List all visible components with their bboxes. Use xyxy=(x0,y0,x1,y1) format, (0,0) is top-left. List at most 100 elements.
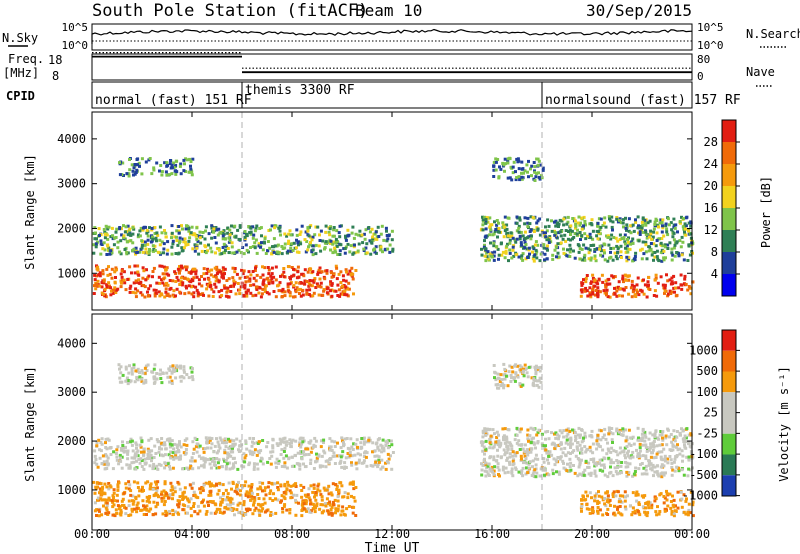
scatter-cell xyxy=(518,234,522,238)
scatter-cell xyxy=(492,254,496,258)
scatter-cell xyxy=(242,269,246,273)
scatter-cell xyxy=(238,276,242,280)
scatter-cell xyxy=(133,454,137,458)
scatter-cell xyxy=(570,229,574,233)
scatter-cell xyxy=(625,259,629,263)
scatter-cell xyxy=(531,216,535,220)
scatter-cell xyxy=(364,246,368,250)
scatter-cell xyxy=(271,245,274,249)
scatter-cell xyxy=(119,459,123,463)
scatter-cell xyxy=(632,229,636,233)
scatter-cell xyxy=(522,171,526,175)
scatter-cell xyxy=(269,489,273,493)
scatter-cell xyxy=(230,245,234,249)
colorbar-tick-label: -25 xyxy=(696,426,718,440)
scatter-cell xyxy=(621,429,625,433)
scatter-cell xyxy=(651,250,655,254)
scatter-cell xyxy=(624,286,628,289)
scatter-cell xyxy=(496,462,500,466)
scatter-cell xyxy=(136,272,140,276)
scatter-cell xyxy=(172,370,176,373)
scatter-cell xyxy=(533,379,537,382)
scatter-cell xyxy=(169,450,173,454)
scatter-cell xyxy=(217,449,220,453)
scatter-cell xyxy=(233,513,236,517)
scatter-cell xyxy=(672,286,676,290)
scatter-cell xyxy=(212,229,216,233)
scatter-cell xyxy=(669,458,673,462)
scatter-cell xyxy=(191,247,195,251)
scatter-cell xyxy=(152,462,156,466)
scatter-cell xyxy=(560,219,564,223)
scatter-cell xyxy=(182,451,186,455)
scatter-cell xyxy=(329,241,332,245)
scatter-cell xyxy=(103,482,107,486)
scatter-cell xyxy=(609,465,612,469)
scatter-cell xyxy=(649,445,653,449)
range-tick-label: 4000 xyxy=(57,132,86,146)
colorbar-tick-label: 20 xyxy=(704,179,718,193)
scatter-cell xyxy=(155,489,159,493)
scatter-cell xyxy=(127,239,131,243)
scatter-cell xyxy=(92,251,96,255)
scatter-cell xyxy=(646,284,650,288)
scatter-cell xyxy=(170,245,174,249)
scatter-cell xyxy=(678,220,682,223)
scatter-cell xyxy=(216,461,220,465)
scatter-cell xyxy=(245,232,248,236)
scatter-cell xyxy=(136,378,140,382)
scatter-cell xyxy=(512,254,516,258)
scatter-cell xyxy=(107,281,111,285)
scatter-cell xyxy=(615,286,619,290)
scatter-cell xyxy=(587,472,591,476)
scatter-cell xyxy=(511,454,515,458)
scatter-cell xyxy=(160,231,164,235)
scatter-cell xyxy=(208,281,212,285)
scatter-cell xyxy=(177,229,181,233)
scatter-cell xyxy=(590,280,593,284)
scatter-cell xyxy=(501,161,505,165)
scatter-cell xyxy=(282,437,286,441)
scatter-cell xyxy=(160,490,164,494)
scatter-cell xyxy=(182,158,186,162)
scatter-cell xyxy=(122,491,126,495)
scatter-cell xyxy=(577,458,581,462)
scatter-cell xyxy=(178,164,182,168)
scatter-cell xyxy=(573,219,577,223)
scatter-cell xyxy=(671,235,675,239)
scatter-cell xyxy=(190,370,194,374)
scatter-cell xyxy=(226,492,230,496)
scatter-cell xyxy=(140,369,144,373)
scatter-cell xyxy=(579,288,583,292)
scatter-cell xyxy=(591,229,595,233)
scatter-cell xyxy=(250,450,254,454)
scatter-cell xyxy=(674,281,678,285)
scatter-cell xyxy=(281,507,285,510)
scatter-cell xyxy=(118,161,121,165)
scatter-cell xyxy=(302,453,306,457)
scatter-cell xyxy=(279,233,282,237)
scatter-cell xyxy=(591,237,595,241)
scatter-cell xyxy=(585,503,589,507)
scatter-cell xyxy=(386,446,390,450)
scatter-cell xyxy=(269,450,273,454)
scatter-cell xyxy=(177,450,181,454)
scatter-cell xyxy=(233,251,237,255)
scatter-cell xyxy=(379,467,383,471)
scatter-cell xyxy=(282,456,286,460)
scatter-cell xyxy=(111,494,115,498)
scatter-cell xyxy=(579,221,582,225)
scatter-cell xyxy=(219,231,223,234)
scatter-cell xyxy=(114,268,118,272)
scatter-cell xyxy=(551,253,555,257)
scatter-cell xyxy=(595,447,599,451)
scatter-cell xyxy=(249,226,253,230)
scatter-cell xyxy=(144,481,148,485)
scatter-cell xyxy=(611,492,615,496)
scatter-cell xyxy=(517,167,521,171)
scatter-cell xyxy=(367,438,371,442)
scatter-cell xyxy=(126,278,130,281)
scatter-cell xyxy=(266,485,270,489)
scatter-cell xyxy=(197,454,201,458)
scatter-cell xyxy=(284,492,288,496)
